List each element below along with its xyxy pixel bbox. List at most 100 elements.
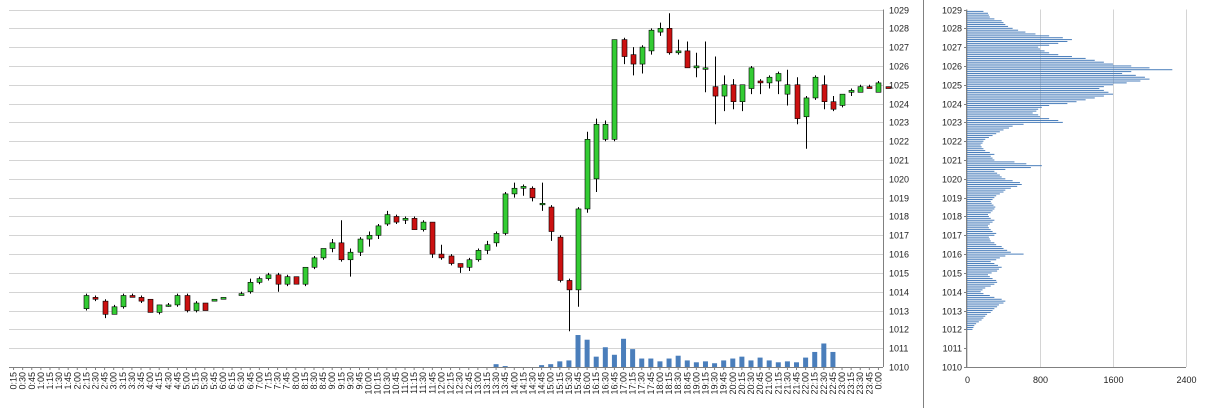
profile-bar (967, 272, 992, 274)
x-tick-label: 1:45 (63, 372, 73, 390)
profile-x-tick-label: 1600 (1103, 375, 1123, 385)
profile-y-tick-label: 1018 (942, 212, 962, 222)
y-tick-label: 1011 (889, 344, 908, 354)
profile-bar (967, 278, 993, 280)
profile-y-tick-label: 1016 (942, 250, 962, 260)
profile-bar (967, 236, 989, 238)
candle-body (675, 50, 682, 54)
x-tick-label: 20:00 (728, 372, 738, 395)
profile-bar (967, 144, 981, 146)
volume-bar (584, 339, 590, 367)
candle-body (411, 218, 418, 230)
x-tick-label: 11:15 (409, 372, 419, 394)
profile-bar (967, 276, 990, 278)
candle-body (511, 187, 518, 195)
x-tick-label: 15:00 (546, 372, 556, 395)
volume-bar (548, 364, 554, 367)
profile-bar (967, 289, 983, 291)
profile-bar (967, 185, 1018, 187)
profile-bar (967, 291, 981, 293)
candle-body (402, 218, 409, 221)
profile-bar (967, 242, 995, 244)
profile-bar (967, 120, 1059, 122)
profile-bar (967, 212, 991, 214)
profile-bar (967, 146, 982, 148)
profile-bar (967, 257, 1000, 259)
x-tick-label: 9:00 (327, 372, 337, 390)
profile-bar (967, 14, 989, 16)
y-tick-label: 1012 (889, 325, 909, 335)
profile-bar (967, 148, 984, 150)
profile-bar (967, 89, 1104, 91)
x-tick-label: 18:30 (673, 372, 683, 395)
profile-bar (967, 310, 993, 312)
y-tick-label: 1023 (889, 118, 909, 128)
profile-bar (967, 168, 1006, 170)
candle-body (794, 84, 801, 119)
profile-y-tick-label: 1017 (942, 231, 962, 241)
volume-bar (557, 361, 563, 367)
candle-body (493, 233, 500, 244)
x-tick-label: 18:45 (682, 372, 692, 395)
profile-bar (967, 88, 1100, 90)
profile-bar (967, 189, 1006, 191)
x-tick-label: 11:30 (418, 372, 428, 394)
x-tick-label: 21:15 (773, 372, 783, 395)
candle-body (366, 234, 373, 240)
profile-bar (967, 121, 1063, 123)
profile-y-tick-label: 1014 (942, 288, 962, 298)
profile-bar (967, 234, 995, 236)
profile-bar (967, 193, 1000, 195)
profile-bar (967, 78, 1150, 80)
candle-body (193, 302, 200, 311)
candle-body (557, 236, 564, 281)
x-tick-label: 14:45 (537, 372, 547, 395)
profile-bar (967, 293, 984, 295)
profile-y-tick-label: 1012 (942, 325, 962, 335)
x-tick-label: 16:15 (591, 372, 601, 395)
profile-bar (967, 283, 995, 285)
x-tick-label: 7:15 (263, 372, 273, 390)
candle-body (220, 297, 227, 300)
volume-bar (593, 356, 599, 367)
candle-body (657, 28, 664, 33)
candle-body (593, 123, 600, 180)
x-tick-label: 6:30 (236, 372, 246, 390)
profile-bar (967, 274, 988, 276)
candle-body (775, 73, 782, 82)
profile-bar (967, 223, 990, 225)
volume-bar (721, 360, 727, 367)
profile-bar (967, 268, 999, 270)
profile-bar (967, 219, 995, 221)
x-tick-label: 20:45 (755, 372, 765, 395)
y-tick-label: 1020 (889, 175, 909, 185)
profile-bar (967, 71, 1132, 73)
profile-bar (967, 255, 1006, 257)
candle-body (712, 86, 719, 97)
x-tick-label: 13:15 (482, 372, 492, 395)
candle-body (147, 298, 154, 313)
profile-bar (967, 195, 997, 197)
profile-bar (967, 54, 1059, 56)
candle-body (866, 86, 873, 89)
candle-body (621, 39, 628, 57)
candle-body (575, 208, 582, 291)
profile-bar (967, 12, 988, 14)
x-tick-label: 8:45 (318, 372, 328, 390)
volume-bar (675, 355, 681, 367)
profile-bar (967, 217, 991, 219)
profile-bar (967, 323, 977, 325)
x-tick-label: 4:00 (145, 372, 155, 390)
candle-body (739, 84, 746, 102)
x-tick-label: 23:00 (837, 372, 847, 395)
candle-body (821, 84, 828, 102)
volume-bar (775, 362, 781, 367)
volume-bar (766, 360, 772, 367)
profile-bar (967, 42, 1059, 44)
profile-bar (967, 135, 993, 137)
profile-y-tick-label: 1015 (942, 269, 962, 279)
profile-bar (967, 33, 1036, 35)
profile-bar (967, 163, 1027, 165)
candle-body (102, 300, 109, 315)
profile-y-axis: 1010 1011 1012 1013 1014 1015 1016 1017 1018 1019… (942, 6, 967, 373)
